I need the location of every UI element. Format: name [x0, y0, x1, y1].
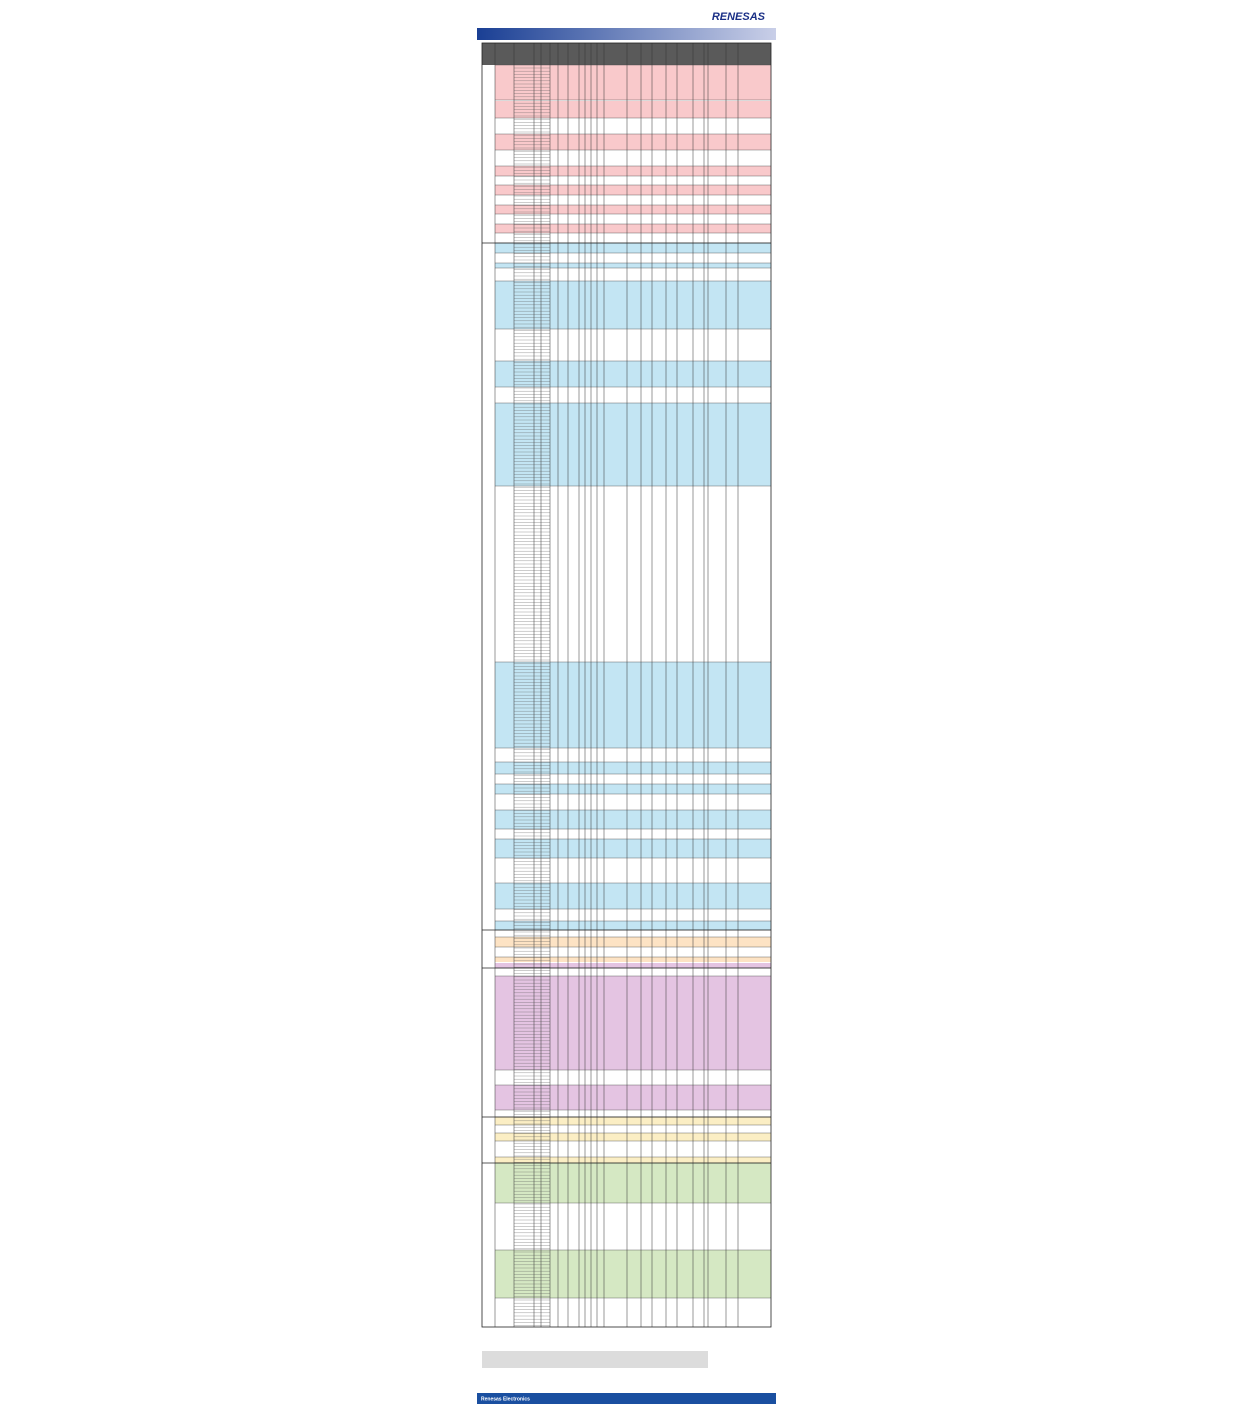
row-band — [495, 1250, 771, 1298]
row-band — [495, 166, 771, 176]
row-band — [495, 784, 771, 794]
row-band — [495, 263, 771, 268]
row-band — [495, 662, 771, 748]
table-grid — [482, 43, 771, 1327]
row-band — [495, 1163, 771, 1203]
group-cell — [482, 65, 495, 243]
row-band — [495, 205, 771, 214]
row-band — [495, 224, 771, 233]
row-band — [495, 921, 771, 930]
row-band — [495, 134, 771, 150]
table-border — [481, 42, 772, 1328]
row-band — [495, 243, 771, 253]
row-band — [495, 1157, 771, 1163]
row-band — [495, 1133, 771, 1141]
row-band — [495, 963, 771, 968]
row-band — [495, 810, 771, 829]
row-band — [495, 957, 771, 962]
row-band — [495, 361, 771, 387]
row-band — [495, 65, 771, 100]
note-bar — [482, 1351, 708, 1368]
row-band — [495, 976, 771, 1070]
row-band — [495, 281, 771, 329]
row-band — [495, 403, 771, 486]
header-bar — [477, 28, 776, 40]
row-band — [495, 839, 771, 858]
group-cell — [482, 243, 495, 930]
row-band — [495, 101, 771, 118]
row-band — [495, 185, 771, 195]
row-bands — [482, 65, 771, 1298]
row-band — [495, 1117, 771, 1125]
logo: RENESAS — [712, 11, 766, 23]
footer-bar — [477, 1393, 776, 1404]
row-band — [495, 762, 771, 774]
row-band — [495, 937, 771, 947]
footer-company: Renesas Electronics — [481, 1397, 530, 1403]
row-band — [495, 883, 771, 909]
table-header — [482, 43, 771, 65]
